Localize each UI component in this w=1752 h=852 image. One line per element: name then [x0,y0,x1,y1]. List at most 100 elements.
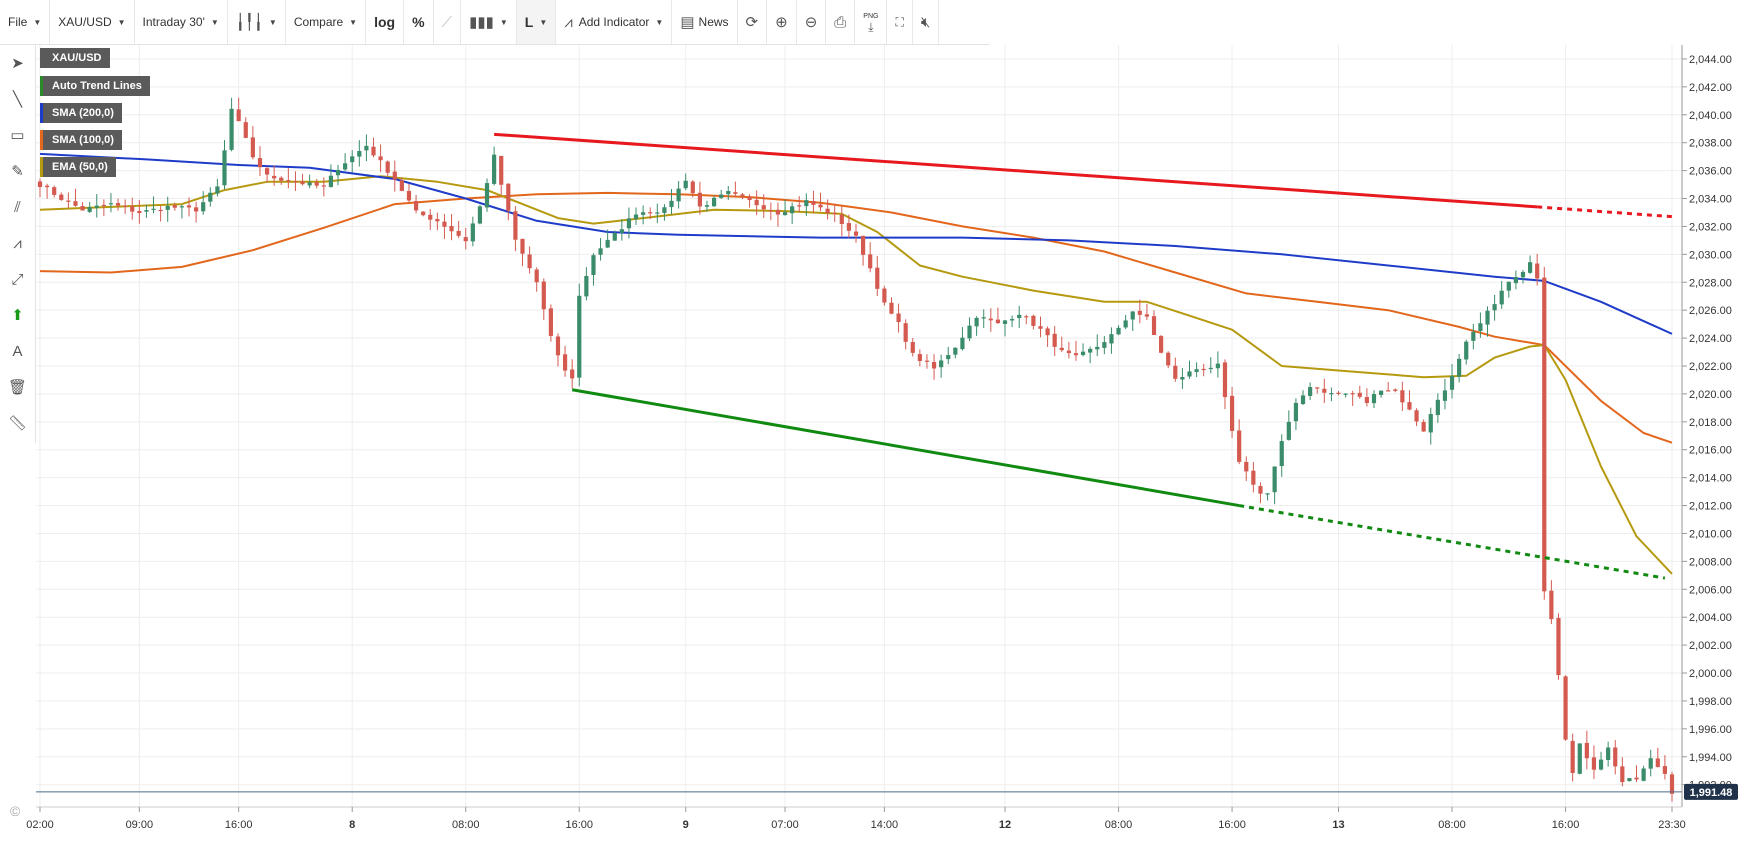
candle-body [130,206,135,212]
candle-body [1102,342,1107,348]
candle-body [1166,352,1171,366]
interval-select[interactable]: Intraday 30' ▼ [135,0,228,44]
chevron-down-icon: ▼ [33,17,42,27]
candle-body [1499,290,1504,305]
candle-body [137,211,142,214]
candle-body [499,155,504,185]
chevron-down-icon: ▼ [349,17,358,27]
candle-body [1485,310,1490,325]
candle-body [1457,358,1462,377]
pen-tool[interactable]: ✎ [0,153,35,189]
add-indicator-button[interactable]: ⩘ Add Indicator ▼ [556,0,673,44]
cursor-tool[interactable]: ➤ [0,45,35,81]
candle-body [1563,676,1568,740]
candle-body [761,205,766,210]
fullscreen-button[interactable]: ⛶ [887,0,913,44]
text-tool[interactable]: A [0,333,35,369]
line-mode-button[interactable]: L ▼ [516,0,557,44]
line-tool[interactable]: ╲ [0,81,35,117]
png-label: PNG [863,13,879,20]
candle-body [151,208,156,210]
candle-body [1095,346,1100,350]
candle-body [59,194,64,200]
candle-body [1109,334,1114,344]
candle-body [704,205,710,207]
candle-body [740,194,745,197]
support-projection-line [1238,504,1666,580]
legend-trend-lines[interactable]: Auto Trend Lines [40,76,150,96]
ema-50-line [39,175,1673,575]
y-tick-label: 2,014.00 [1689,473,1732,485]
rectangle-tool[interactable]: ▭ [0,117,35,153]
candle-body [669,200,674,208]
overlay-button[interactable]: ⟋ [434,0,462,44]
pattern-icon: ⩘ [13,234,22,252]
x-tick-label: 16:00 [1218,819,1246,831]
candle-body [1655,758,1660,768]
candle-body [931,362,937,369]
candle-body [1613,747,1618,767]
moving-averages [39,152,1673,575]
print-button[interactable]: ⎙ [826,0,856,44]
percent-label: % [412,14,425,30]
mute-button[interactable]: 🔇︎ [913,0,940,44]
y-tick-label: 1,998.00 [1689,696,1732,708]
x-tick-label: 08:00 [1105,819,1133,831]
candle-body [264,168,270,175]
candle-body [747,196,752,201]
zoom-out-button[interactable]: ⊖ [797,0,827,44]
candle-body [626,218,632,229]
candle-body [123,205,128,207]
y-tick-label: 2,020.00 [1689,389,1732,401]
chart-type-select[interactable]: ╽╿╽ ▼ [228,0,286,44]
volume-button[interactable]: ▮▮▮ ▼ [461,0,517,44]
ray-tool[interactable]: ⤢ [0,261,35,297]
channel-tool[interactable]: ⫽ [0,189,35,225]
candle-body [378,156,383,161]
symbol-select[interactable]: XAU/USD ▼ [50,0,135,44]
legend-symbol[interactable]: XAU/USD [40,48,110,68]
refresh-button[interactable]: ⟳ [738,0,768,44]
legend-sma-200[interactable]: SMA (200,0) [40,103,122,123]
candle-body [889,302,894,314]
legend-sma-100[interactable]: SMA (100,0) [40,130,122,150]
y-tick-label: 2,038.00 [1689,138,1732,150]
x-tick-label: 07:00 [771,819,799,831]
delete-tool[interactable]: 🗑︎ [0,369,35,405]
candle-body [797,205,802,207]
y-tick-label: 2,036.00 [1689,166,1732,178]
candle-body [1159,336,1164,353]
candle-body [697,192,702,207]
y-tick-label: 2,040.00 [1689,110,1732,122]
percent-scale-button[interactable]: % [404,0,434,44]
ruler-tool[interactable]: 📏︎ [0,405,35,441]
news-button[interactable]: ▤ News [672,0,738,44]
log-scale-button[interactable]: log [366,0,405,44]
compare-menu[interactable]: Compare ▼ [286,0,367,44]
legend-ema-50[interactable]: EMA (50,0) [40,157,116,177]
candle-body [534,269,539,283]
y-tick-label: 2,030.00 [1689,249,1732,261]
candle-body [243,122,248,138]
file-menu[interactable]: File ▼ [0,0,51,44]
candle-body [612,232,617,241]
candle-body [115,202,121,206]
arrow-tool[interactable]: ⬆ [0,297,35,333]
candle-body [1513,276,1518,284]
export-png-button[interactable]: PNG ⤓ [855,0,888,44]
candle-body [158,209,163,212]
candle-body [1520,271,1526,278]
x-tick-label: 14:00 [871,819,899,831]
candle-body [1010,318,1015,321]
candle-body [1570,740,1575,773]
candle-body [257,158,263,168]
candle-body [1393,389,1398,391]
pattern-tool[interactable]: ⩘ [0,225,35,261]
chevron-down-icon: ▼ [539,17,548,27]
candle-body [1272,466,1277,493]
x-tick-label: 13 [1332,819,1344,831]
zoom-in-button[interactable]: ⊕ [767,0,797,44]
candle-body [506,183,511,211]
y-tick-label: 2,044.00 [1689,54,1732,66]
